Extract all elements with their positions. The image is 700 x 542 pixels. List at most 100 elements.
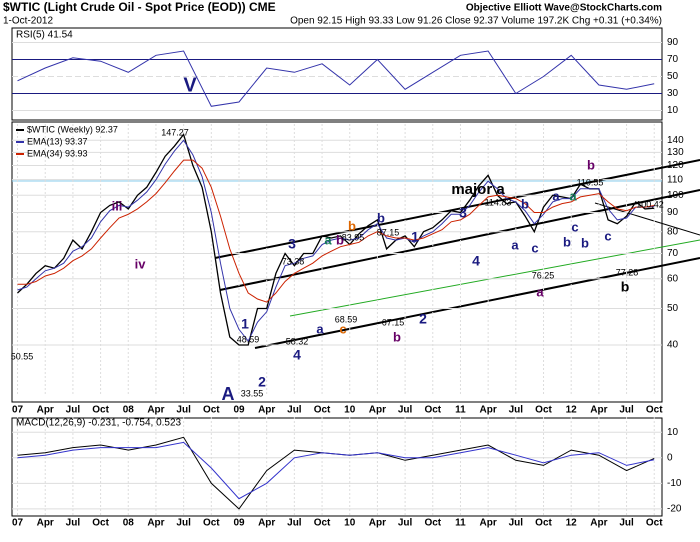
x-tick-label: Jul [287, 518, 302, 529]
channel-line [214, 159, 700, 259]
y-tick-label: -20 [667, 504, 682, 515]
x-tick-label: 10 [344, 405, 356, 416]
x-tick-label: 12 [566, 518, 578, 529]
x-tick-label: 07 [12, 405, 24, 416]
symbol: $WTIC (Light Crude Oil - Spot Price (EOD… [3, 0, 276, 14]
x-tick-label: Apr [37, 518, 54, 529]
panel-label: RSI(5) 41.54 [16, 30, 73, 41]
wave-label: 3 [288, 236, 296, 252]
series-line [17, 159, 655, 303]
x-tick-label: Oct [92, 518, 109, 529]
wave-label: 76.25 [532, 270, 555, 280]
x-tick-label: Jul [398, 405, 413, 416]
y-tick-label: 60 [667, 273, 679, 284]
y-tick-label: 0 [667, 452, 673, 463]
x-tick-label: 07 [12, 518, 24, 529]
wave-label: b [521, 196, 529, 211]
wave-label: 2 [419, 311, 427, 327]
y-tick-label: 90 [667, 37, 679, 48]
wave-label: a [536, 284, 544, 299]
wave-label: b [581, 235, 589, 250]
wave-label: 50.55 [11, 351, 34, 361]
panel-label: MACD(12,26,9) -0.231, -0.754, 0.523 [16, 418, 182, 429]
y-tick-label: 100 [667, 190, 684, 201]
wave-label: 147.27 [161, 127, 189, 137]
y-tick-label: 10 [667, 427, 679, 438]
x-tick-label: Oct [314, 518, 331, 529]
x-tick-label: Oct [314, 405, 331, 416]
legend-label: EMA(34) 93.93 [27, 148, 88, 158]
wave-label: b [563, 234, 571, 249]
wave-label: 58.32 [286, 336, 309, 346]
wave-label: b [377, 210, 385, 225]
wave-label: 114.83 [485, 197, 512, 207]
wave-label: iv [135, 256, 147, 271]
trend-line [289, 239, 700, 317]
x-tick-label: Oct [203, 518, 220, 529]
wave-label: 1 [241, 316, 249, 332]
x-tick-label: Apr [147, 518, 164, 529]
series-line [17, 139, 655, 342]
x-tick-label: 10 [344, 518, 356, 529]
x-tick-label: Jul [509, 405, 524, 416]
trend-line [594, 202, 700, 236]
x-tick-label: Jul [398, 518, 413, 529]
x-tick-label: Apr [258, 518, 275, 529]
x-tick-label: Apr [369, 518, 386, 529]
y-tick-label: 90 [667, 207, 679, 218]
x-tick-label: Apr [590, 518, 607, 529]
y-tick-label: 40 [667, 340, 679, 351]
wave-label: a [511, 237, 519, 252]
x-tick-label: Apr [480, 405, 497, 416]
wave-label: c [339, 321, 346, 336]
wave-label: b [393, 329, 401, 344]
wave-label: b [348, 218, 356, 233]
x-tick-label: Jul [66, 518, 81, 529]
x-tick-label: Oct [646, 405, 663, 416]
x-tick-label: 12 [566, 405, 578, 416]
y-tick-label: 70 [667, 54, 679, 65]
x-tick-label: Oct [535, 405, 552, 416]
x-tick-label: Apr [147, 405, 164, 416]
x-tick-label: Oct [92, 405, 109, 416]
rsi-panel [11, 27, 663, 121]
legend-swatch [16, 129, 24, 131]
legend-swatch [16, 153, 24, 155]
wave-label: major a [451, 181, 505, 198]
x-tick-label: Oct [203, 405, 220, 416]
wave-label: 73.38 [282, 256, 305, 266]
y-tick-label: 120 [667, 160, 684, 171]
macd-panel [11, 417, 663, 517]
y-tick-label: 140 [667, 135, 684, 146]
wave-label: 48.59 [237, 334, 260, 344]
x-tick-label: 08 [123, 518, 135, 529]
channel-lines [12, 159, 700, 349]
y-tick-label: 10 [667, 105, 679, 116]
x-tick-label: Jul [509, 518, 524, 529]
series-line [17, 441, 655, 500]
x-tick-label: Jul [287, 405, 302, 416]
y-tick-label: 70 [667, 248, 679, 259]
wave-label: 110.55 [577, 177, 604, 187]
wave-label: a [324, 232, 332, 247]
y-tick-label: 130 [667, 147, 684, 158]
wave-label: 1 [411, 229, 419, 245]
legend-label: $WTIC (Weekly) 92.37 [27, 124, 118, 134]
y-tick-label: -10 [667, 478, 682, 489]
channel-line [254, 257, 700, 349]
wave-label: 83.95 [342, 232, 365, 242]
x-tick-label: Oct [424, 405, 441, 416]
wave-label: b [587, 157, 595, 172]
credit: Objective Elliott Wave@StockCharts.com [466, 3, 662, 14]
wave-label: 77.28 [616, 267, 639, 277]
x-tick-label: Jul [176, 405, 191, 416]
x-tick-label: Jul [619, 518, 634, 529]
wave-label: c [571, 219, 578, 234]
wave-label: a [316, 321, 324, 336]
wave-label: 4 [472, 253, 480, 269]
x-tick-label: Oct [424, 518, 441, 529]
x-tick-label: 11 [455, 518, 466, 529]
x-tick-label: 08 [123, 405, 135, 416]
price-panel [11, 121, 663, 403]
wave-label: 33.55 [241, 388, 264, 398]
